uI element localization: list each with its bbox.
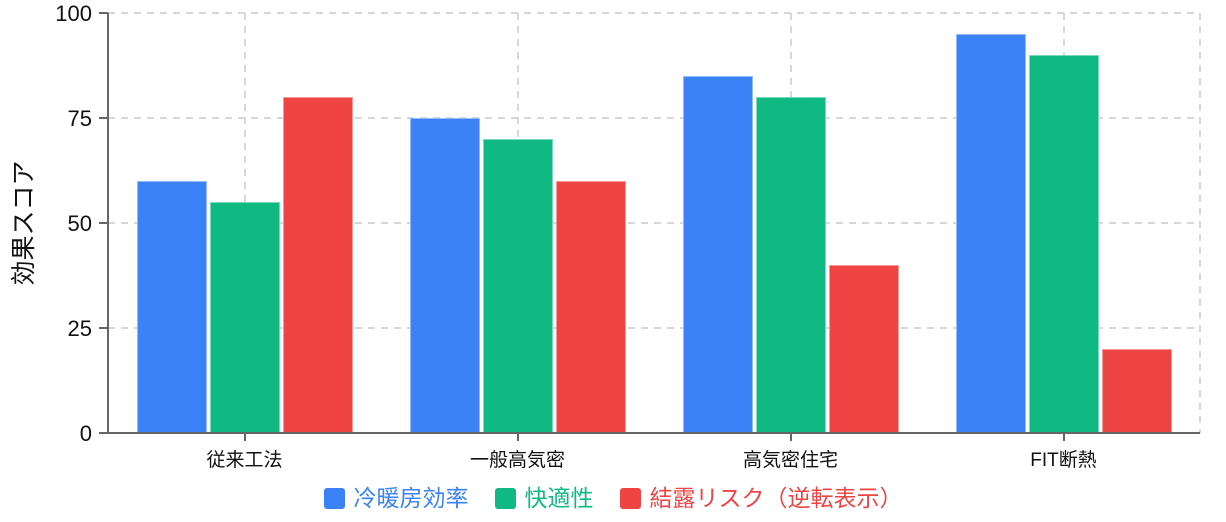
legend-label: 結露リスク（逆転表示）: [649, 484, 903, 511]
legend-swatch: [619, 487, 641, 509]
bar: [136, 181, 207, 433]
legend-swatch: [494, 487, 516, 509]
legend-item: 快適性: [494, 484, 594, 511]
y-tick-label: 100: [55, 1, 92, 26]
bar: [482, 139, 553, 433]
bar: [828, 265, 899, 433]
legend-swatch: [323, 487, 345, 509]
x-tick-label: 従来工法: [206, 450, 283, 471]
y-tick-mark: [99, 327, 108, 329]
bar: [1101, 349, 1172, 433]
gridline-horizontal: [108, 12, 1200, 14]
bar: [682, 76, 753, 433]
y-tick-label: 0: [79, 421, 92, 446]
legend: 冷暖房効率 快適性 結露リスク（逆転表示）: [0, 480, 1226, 516]
y-axis-line: [107, 13, 109, 433]
x-tick-mark: [243, 433, 246, 441]
bar: [1028, 55, 1099, 433]
x-tick-mark: [789, 433, 792, 441]
x-tick-label: 一般高気密: [469, 450, 565, 471]
x-axis-line: [107, 432, 1200, 434]
x-tick-label: 高気密住宅: [742, 450, 838, 471]
y-tick-label: 75: [67, 106, 92, 131]
x-tick-mark: [516, 433, 519, 441]
bar: [409, 118, 480, 433]
legend-label: 快適性: [524, 484, 594, 511]
gridline-vertical: [1199, 13, 1201, 433]
y-tick-label: 50: [67, 211, 92, 236]
bar: [282, 97, 353, 433]
bar: [955, 34, 1026, 433]
bar: [755, 97, 826, 433]
gridline-horizontal: [108, 327, 1200, 329]
y-tick-label: 25: [67, 316, 92, 341]
legend-label: 冷暖房効率: [353, 484, 469, 511]
bar: [209, 202, 280, 433]
bar: [555, 181, 626, 433]
legend-item: 冷暖房効率: [323, 484, 469, 511]
gridline-horizontal: [108, 117, 1200, 119]
x-tick-mark: [1062, 433, 1065, 441]
y-tick-mark: [99, 432, 108, 434]
plot-area: [107, 12, 1201, 434]
y-tick-mark: [99, 222, 108, 224]
y-tick-mark: [99, 117, 108, 119]
gridline-horizontal: [108, 222, 1200, 224]
y-tick-mark: [99, 12, 108, 14]
legend-item: 結露リスク（逆転表示）: [619, 484, 903, 511]
x-tick-label: FIT断熱: [1030, 450, 1097, 471]
